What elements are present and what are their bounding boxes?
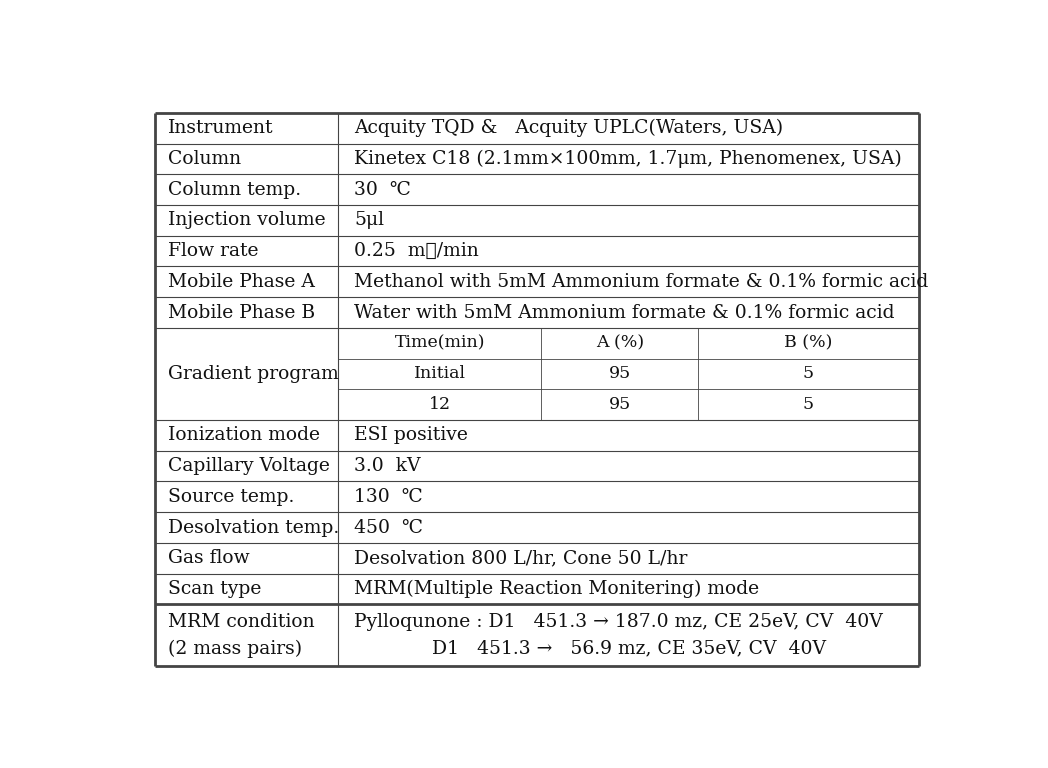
- Text: D1   451.3 →   56.9 mz, CE 35eV, CV  40V: D1 451.3 → 56.9 mz, CE 35eV, CV 40V: [354, 640, 827, 657]
- Text: (2 mass pairs): (2 mass pairs): [168, 640, 302, 657]
- Text: 95: 95: [609, 366, 631, 382]
- Text: Source temp.: Source temp.: [168, 488, 293, 506]
- Text: Scan type: Scan type: [168, 580, 261, 598]
- Text: Mobile Phase A: Mobile Phase A: [168, 273, 314, 291]
- Text: Water with 5mM Ammonium formate & 0.1% formic acid: Water with 5mM Ammonium formate & 0.1% f…: [354, 303, 895, 322]
- Text: MRM condition: MRM condition: [168, 613, 314, 631]
- Text: Time(min): Time(min): [394, 335, 485, 352]
- Text: 5μl: 5μl: [354, 211, 385, 230]
- Text: Gradient program: Gradient program: [168, 365, 339, 383]
- Text: 5: 5: [803, 396, 814, 413]
- Text: Capillary Voltage: Capillary Voltage: [168, 457, 329, 475]
- Text: Flow rate: Flow rate: [168, 242, 258, 260]
- Text: 130  ℃: 130 ℃: [354, 488, 423, 506]
- Text: A (%): A (%): [595, 335, 643, 352]
- Text: Acquity TQD &   Acquity UPLC(Waters, USA): Acquity TQD & Acquity UPLC(Waters, USA): [354, 119, 784, 137]
- Text: Mobile Phase B: Mobile Phase B: [168, 303, 314, 322]
- Text: Pylloqunone : D1   451.3 → 187.0 mz, CE 25eV, CV  40V: Pylloqunone : D1 451.3 → 187.0 mz, CE 25…: [354, 613, 883, 631]
- Text: Desolvation temp.: Desolvation temp.: [168, 518, 339, 537]
- Text: ESI positive: ESI positive: [354, 426, 468, 445]
- Text: MRM(Multiple Reaction Monitering) mode: MRM(Multiple Reaction Monitering) mode: [354, 580, 760, 598]
- Text: Injection volume: Injection volume: [168, 211, 325, 230]
- Text: 0.25  mℓ/min: 0.25 mℓ/min: [354, 242, 479, 260]
- Text: B (%): B (%): [784, 335, 833, 352]
- Text: Kinetex C18 (2.1mm×100mm, 1.7μm, Phenomenex, USA): Kinetex C18 (2.1mm×100mm, 1.7μm, Phenome…: [354, 150, 902, 168]
- Text: Instrument: Instrument: [168, 119, 274, 137]
- Text: Desolvation 800 L/hr, Cone 50 L/hr: Desolvation 800 L/hr, Cone 50 L/hr: [354, 549, 687, 568]
- Text: Gas flow: Gas flow: [168, 549, 249, 568]
- Text: 12: 12: [429, 396, 451, 413]
- Text: Column temp.: Column temp.: [168, 180, 301, 199]
- Text: Initial: Initial: [414, 366, 465, 382]
- Text: 95: 95: [609, 396, 631, 413]
- Text: 5: 5: [803, 366, 814, 382]
- Text: Methanol with 5mM Ammonium formate & 0.1% formic acid: Methanol with 5mM Ammonium formate & 0.1…: [354, 273, 929, 291]
- Text: 450  ℃: 450 ℃: [354, 518, 423, 537]
- Text: Ionization mode: Ionization mode: [168, 426, 320, 445]
- Text: 3.0  kV: 3.0 kV: [354, 457, 421, 475]
- Text: Column: Column: [168, 150, 241, 168]
- Text: 30  ℃: 30 ℃: [354, 180, 411, 199]
